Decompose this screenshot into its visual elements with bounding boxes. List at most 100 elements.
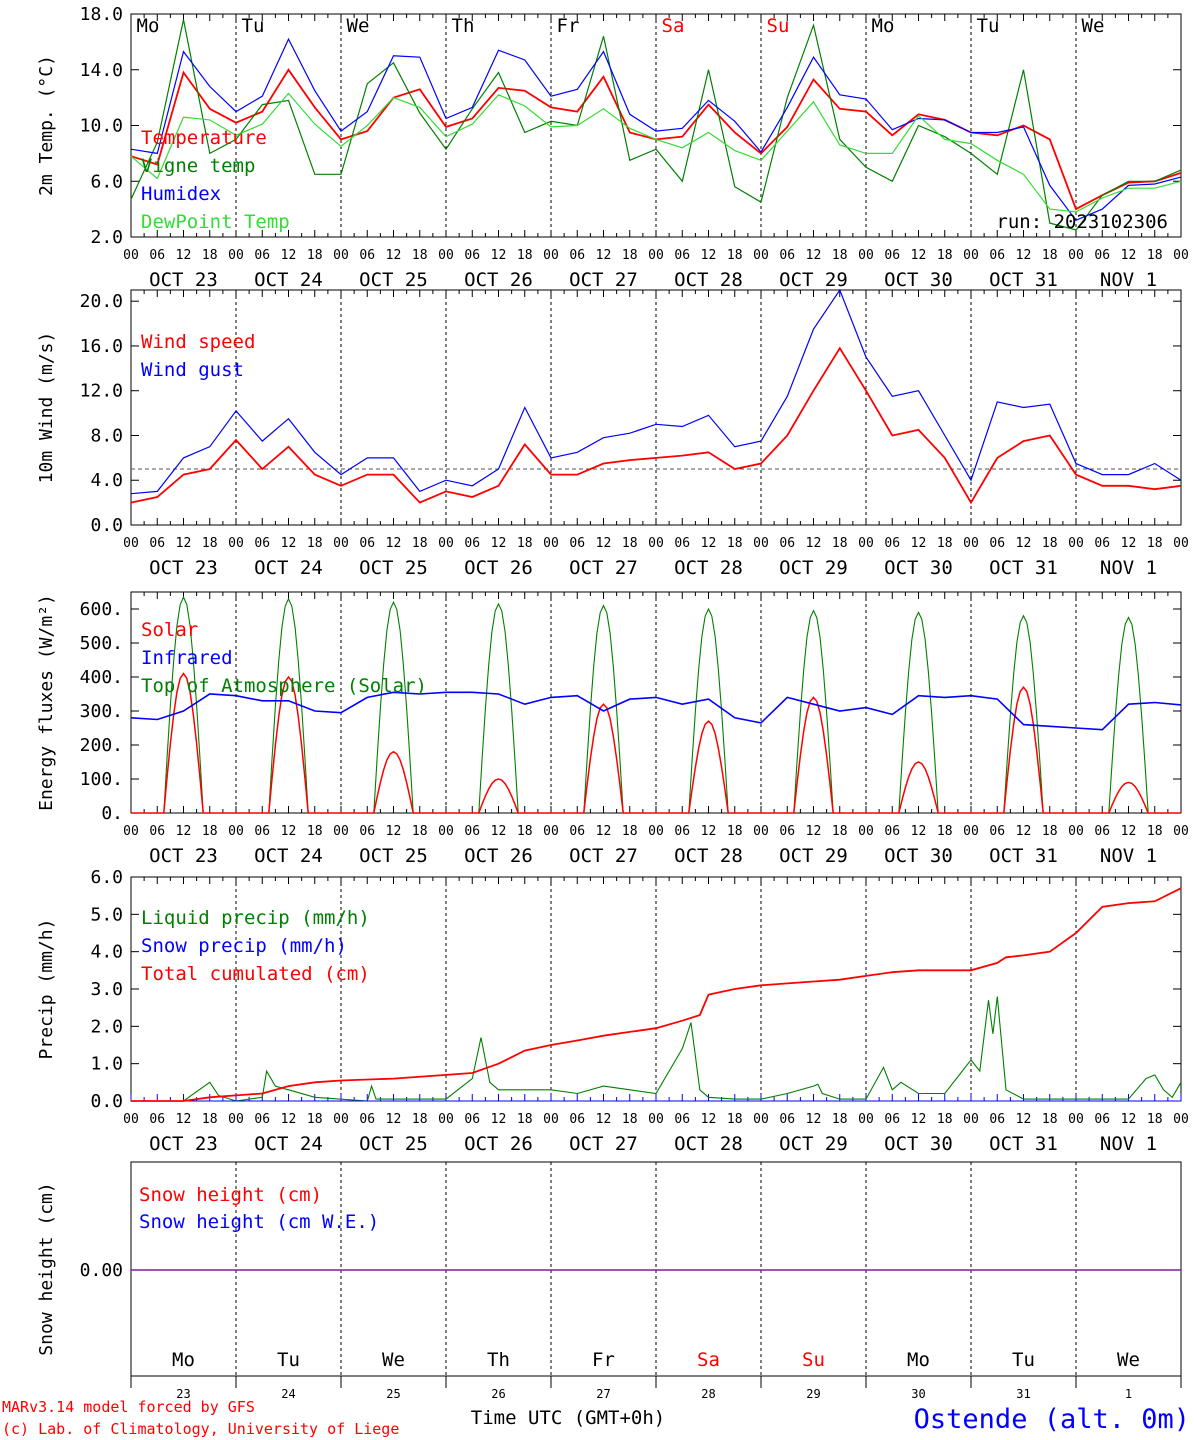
date-label: OCT 28	[674, 1133, 743, 1155]
hour-tick-label: 06	[779, 1112, 795, 1127]
hour-tick-label: 12	[806, 1112, 822, 1127]
date-label: OCT 28	[674, 845, 743, 867]
hour-tick-label: 00	[753, 824, 769, 839]
hour-tick-label: 00	[1068, 1112, 1084, 1127]
hour-tick-label: 00	[333, 824, 349, 839]
hour-tick-label: 12	[1016, 248, 1032, 263]
hour-tick-label: 06	[254, 536, 270, 551]
y-tick-label: 3.0	[90, 979, 123, 1000]
hour-tick-label: 12	[701, 1112, 717, 1127]
weekday-label: Mo	[907, 1349, 930, 1371]
weekday-label: Mo	[872, 15, 895, 37]
hour-tick-label: 12	[176, 536, 192, 551]
hour-tick-label: 18	[727, 536, 743, 551]
hour-tick-label: 12	[176, 248, 192, 263]
weekday-label: Th	[452, 15, 475, 37]
hour-tick-label: 18	[1147, 248, 1163, 263]
hour-tick-label: 00	[438, 248, 454, 263]
hour-tick-label: 18	[622, 536, 638, 551]
hour-tick-label: 06	[884, 248, 900, 263]
day-number: 29	[806, 1387, 820, 1401]
y-axis-label: Snow height (cm)	[36, 1182, 57, 1355]
hour-tick-label: 00	[1173, 536, 1189, 551]
date-label: OCT 23	[149, 845, 218, 867]
date-label: OCT 23	[149, 1133, 218, 1155]
date-label: OCT 27	[569, 557, 638, 579]
legend-entry: Temperature	[141, 127, 267, 149]
hour-tick-label: 18	[412, 1112, 428, 1127]
hour-tick-label: 00	[1173, 824, 1189, 839]
weekday-label: Tu	[1012, 1349, 1035, 1371]
hour-tick-label: 18	[412, 824, 428, 839]
day-number: 23	[176, 1387, 190, 1401]
hour-tick-label: 00	[858, 536, 874, 551]
hour-tick-label: 18	[202, 824, 218, 839]
hour-tick-label: 06	[779, 536, 795, 551]
day-number: 26	[491, 1387, 505, 1401]
hour-tick-label: 12	[806, 248, 822, 263]
y-tick-label: 100.	[80, 769, 123, 790]
legend-entry: Vigne temp	[141, 155, 255, 177]
hour-tick-label: 00	[123, 824, 139, 839]
weekday-label: Fr	[557, 15, 580, 37]
hour-tick-label: 00	[648, 248, 664, 263]
hour-tick-label: 18	[727, 1112, 743, 1127]
hour-tick-label: 12	[176, 824, 192, 839]
hour-tick-label: 06	[569, 1112, 585, 1127]
weekday-label: Tu	[277, 1349, 300, 1371]
panel-3: 00 06 12 18 00 06 12 18 00 06 12 18 00 06 12 18 00 06 12 18…	[36, 591, 1189, 867]
hour-tick-label: 18	[1042, 1112, 1058, 1127]
series-line-vigne-temp	[130, 19, 1182, 231]
hour-tick-label: 18	[937, 1112, 953, 1127]
weekday-label: Th	[487, 1349, 510, 1371]
series-line-liquid-precip-mm-h-	[131, 996, 1182, 1102]
hour-tick-label: 18	[1042, 536, 1058, 551]
legend-entry: Liquid precip (mm/h)	[141, 907, 370, 929]
hour-tick-label: 00	[963, 248, 979, 263]
day-number: 1	[1125, 1387, 1132, 1401]
hour-tick-label: 12	[1016, 536, 1032, 551]
y-tick-label: 0.00	[80, 1260, 123, 1281]
hour-tick-label: 12	[701, 248, 717, 263]
date-label: OCT 25	[359, 845, 428, 867]
hour-tick-label: 12	[386, 248, 402, 263]
hour-tick-label: 06	[989, 1112, 1005, 1127]
date-label: OCT 25	[359, 557, 428, 579]
hour-tick-label: 18	[202, 248, 218, 263]
day-number: 30	[911, 1387, 925, 1401]
date-label: OCT 24	[254, 269, 323, 291]
hour-tick-label: 12	[491, 248, 507, 263]
hour-tick-label: 18	[202, 1112, 218, 1127]
y-tick-label: 0.0	[90, 1091, 123, 1112]
date-label: OCT 29	[779, 557, 848, 579]
legend-entry: Snow height (cm W.E.)	[139, 1211, 379, 1233]
panel-2: 00 06 12 18 00 06 12 18 00 06 12 18 00 06 12 18 00 06 12 18…	[36, 289, 1189, 579]
hour-tick-label: 00	[438, 536, 454, 551]
series-line-wind-gust	[130, 288, 1182, 495]
hour-tick-label: 06	[1094, 536, 1110, 551]
series-line-dewpoint-temp	[130, 92, 1182, 213]
hour-tick-label: 12	[701, 824, 717, 839]
hour-tick-label: 12	[386, 824, 402, 839]
hour-tick-label: 06	[254, 1112, 270, 1127]
legend-entry: Wind gust	[141, 359, 244, 381]
series-line-solar	[131, 672, 1181, 814]
hour-tick-label: 18	[517, 824, 533, 839]
hour-tick-label: 06	[989, 536, 1005, 551]
hour-tick-label: 12	[806, 536, 822, 551]
y-tick-label: 14.0	[80, 60, 123, 81]
hour-tick-label: 06	[359, 824, 375, 839]
y-axis-label: Precip (mm/h)	[36, 919, 57, 1060]
weekday-label: We	[1117, 1349, 1140, 1371]
hour-tick-label: 18	[1042, 824, 1058, 839]
date-label: OCT 31	[989, 1133, 1058, 1155]
y-tick-label: 16.0	[80, 336, 123, 357]
y-axis-label: 10m Wind (m/s)	[36, 332, 57, 484]
y-tick-label: 4.0	[90, 470, 123, 491]
hour-tick-label: 18	[307, 536, 323, 551]
date-label: OCT 24	[254, 845, 323, 867]
hour-tick-label: 06	[884, 536, 900, 551]
hour-tick-label: 06	[884, 1112, 900, 1127]
hour-tick-label: 06	[149, 248, 165, 263]
hour-tick-label: 18	[517, 1112, 533, 1127]
